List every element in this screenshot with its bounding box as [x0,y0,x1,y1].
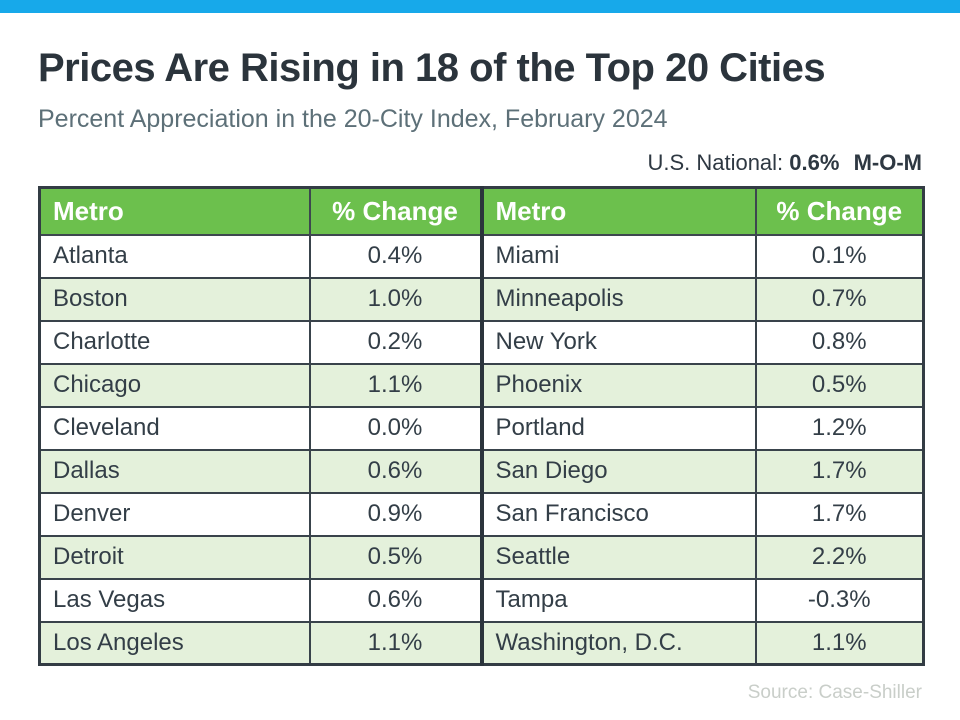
table-header-row: Metro % Change Metro % Change [38,186,925,236]
table-row: Las Vegas 0.6% Tampa -0.3% [38,577,925,623]
metro-cell: Seattle [479,534,757,580]
change-cell: 0.6% [308,448,483,494]
change-cell: 1.2% [754,405,925,451]
page-title: Prices Are Rising in 18 of the Top 20 Ci… [38,46,826,90]
change-cell: 0.2% [308,319,483,365]
table-header: Metro % Change Metro % Change [38,186,925,236]
metro-change-table: Metro % Change Metro % Change Atlanta 0.4… [38,186,925,666]
metro-cell: New York [479,319,757,365]
metro-cell: Washington, D.C. [479,620,757,666]
metro-cell: Detroit [38,534,311,580]
source-attribution: Source: Case-Shiller [747,682,922,703]
metro-cell: Chicago [38,362,311,408]
metro-table-body: Atlanta 0.4% Miami 0.1% Boston 1.0% Minneapoli… [38,233,925,666]
change-cell: 0.9% [308,491,483,537]
column-header-metro-right: Metro [479,186,757,236]
national-label: U.S. National: [647,150,784,175]
table-row: Boston 1.0% Minneapolis 0.7% [38,276,925,322]
metro-cell: Portland [479,405,757,451]
metro-cell: Minneapolis [479,276,757,322]
change-cell: 1.7% [754,491,925,537]
change-cell: 0.0% [308,405,483,451]
change-cell: -0.3% [754,577,925,623]
table-row: Los Angeles 1.1% Washington, D.C. 1.1% [38,620,925,666]
metro-cell: Miami [479,233,757,279]
change-cell: 1.1% [308,362,483,408]
change-cell: 1.1% [308,620,483,666]
change-cell: 2.2% [754,534,925,580]
change-cell: 0.7% [754,276,925,322]
change-cell: 0.1% [754,233,925,279]
column-header-change-right: % Change [754,186,925,236]
table-row: Atlanta 0.4% Miami 0.1% [38,233,925,279]
metro-cell: Phoenix [479,362,757,408]
table-row: Charlotte 0.2% New York 0.8% [38,319,925,365]
change-cell: 0.4% [308,233,483,279]
metro-cell: Denver [38,491,311,537]
top-accent-bar [0,0,960,13]
change-cell: 0.8% [754,319,925,365]
metro-cell: San Diego [479,448,757,494]
table-row: Dallas 0.6% San Diego 1.7% [38,448,925,494]
page-subtitle: Percent Appreciation in the 20-City Inde… [38,105,668,133]
metro-cell: Atlanta [38,233,311,279]
change-cell: 0.5% [308,534,483,580]
metro-cell: Los Angeles [38,620,311,666]
change-cell: 1.7% [754,448,925,494]
metro-cell: Las Vegas [38,577,311,623]
table-row: Denver 0.9% San Francisco 1.7% [38,491,925,537]
metro-cell: Boston [38,276,311,322]
column-header-change-left: % Change [308,186,483,236]
national-period: M-O-M [853,150,922,175]
metro-cell: Tampa [479,577,757,623]
change-cell: 1.1% [754,620,925,666]
table-row: Chicago 1.1% Phoenix 0.5% [38,362,925,408]
slide-content: Prices Are Rising in 18 of the Top 20 Ci… [0,13,960,703]
metro-cell: Dallas [38,448,311,494]
metro-cell: San Francisco [479,491,757,537]
column-header-metro-left: Metro [38,186,311,236]
national-summary: U.S. National: 0.6% M-O-M [38,150,922,175]
table-row: Cleveland 0.0% Portland 1.2% [38,405,925,451]
change-cell: 0.6% [308,577,483,623]
table-row: Detroit 0.5% Seattle 2.2% [38,534,925,580]
metro-cell: Charlotte [38,319,311,365]
metro-cell: Cleveland [38,405,311,451]
change-cell: 1.0% [308,276,483,322]
national-value: 0.6% [789,150,840,175]
change-cell: 0.5% [754,362,925,408]
